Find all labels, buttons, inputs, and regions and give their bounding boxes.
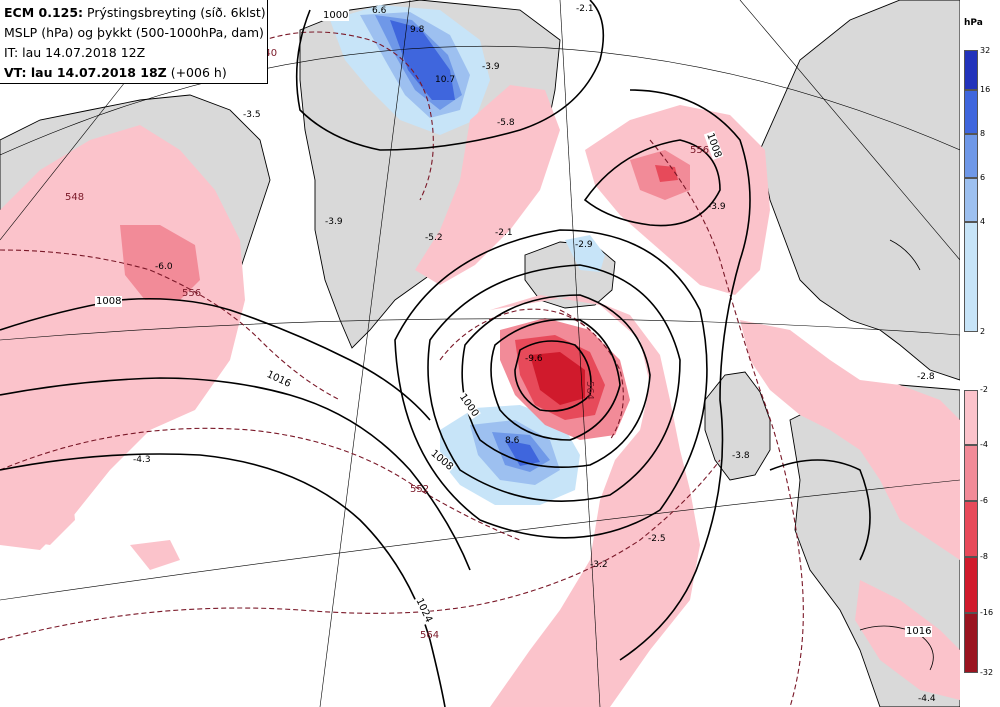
pressure-change-label: -3.9 xyxy=(482,62,500,72)
pressure-change-label: -5.8 xyxy=(497,118,515,128)
pressure-fall-canada xyxy=(0,125,245,550)
pressure-change-label: -2.1 xyxy=(495,228,513,238)
pressure-change-label: -4.3 xyxy=(133,455,151,465)
thickness-label: 556 xyxy=(690,145,710,156)
pressure-change-label: -3.9 xyxy=(708,202,726,212)
pressure-change-label: -6.0 xyxy=(155,262,173,272)
isobar-label: 1000 xyxy=(322,10,350,21)
legend-swatch-neg4 xyxy=(964,445,978,501)
thickness-label: 556 xyxy=(182,288,202,299)
legend-swatch-6 xyxy=(964,178,978,222)
legend-label: -4 xyxy=(980,440,988,449)
model-name: ECM 0.125: xyxy=(4,5,84,20)
thickness-label: 552 xyxy=(410,484,430,495)
pressure-fall-low-center xyxy=(490,295,700,707)
graticule xyxy=(0,0,960,707)
pressure-change-label: -3.2 xyxy=(590,560,608,570)
pressure-change-label: -2.9 xyxy=(575,240,593,250)
map-canvas xyxy=(0,0,960,707)
legend-swatch-neg6 xyxy=(964,501,978,557)
legend-swatch-8 xyxy=(964,134,978,178)
pressure-change-label: -2.5 xyxy=(648,534,666,544)
legend-label: 8 xyxy=(980,129,986,138)
pressure-change-label: -3.8 xyxy=(732,451,750,461)
thickness-label: 564 xyxy=(584,380,596,401)
title-line-init-time: IT: lau 14.07.2018 12Z xyxy=(4,45,146,60)
isobars xyxy=(0,0,871,707)
pressure-fall-europe xyxy=(740,320,960,560)
land-british-isles xyxy=(704,371,771,481)
legend-label: 6 xyxy=(980,173,986,182)
thickness-label: 548 xyxy=(65,192,85,203)
pressure-fall-greenland-east xyxy=(415,85,560,285)
thickness-label: 564 xyxy=(420,630,440,641)
legend-label: -6 xyxy=(980,496,988,505)
legend-label: -32 xyxy=(980,668,994,677)
pressure-change-label: -4.4 xyxy=(918,694,936,704)
forecast-hour: (+006 h) xyxy=(166,65,227,80)
title-line-model: ECM 0.125: Prýstingsbreyting (síð. 6klst… xyxy=(4,3,266,23)
valid-time: VT: lau 14.07.2018 18Z xyxy=(4,65,167,80)
title-line-valid-time: VT: lau 14.07.2018 18Z (+006 h) xyxy=(4,63,263,83)
pressure-change-label: -5.2 xyxy=(425,233,443,243)
thickness-contours xyxy=(0,31,804,707)
map-title-box: ECM 0.125: Prýstingsbreyting (síð. 6klst… xyxy=(0,0,268,84)
pressure-change-label: 8.6 xyxy=(505,436,520,446)
legend-swatch-32 xyxy=(964,50,978,90)
legend-swatch-16 xyxy=(964,90,978,134)
legend-label: -8 xyxy=(980,552,988,561)
legend-label: 16 xyxy=(980,85,991,94)
legend-swatch-4 xyxy=(964,222,978,332)
legend-label: 2 xyxy=(980,327,986,336)
pressure-change-label: -3.9 xyxy=(325,217,343,227)
pressure-rise-areas xyxy=(330,5,605,505)
legend-swatch-neg2 xyxy=(964,390,978,445)
pressure-change-label: 9.8 xyxy=(410,25,425,35)
pressure-change-label: -9.6 xyxy=(525,354,543,364)
legend-unit: hPa xyxy=(964,18,983,28)
pressure-change-label: 10.7 xyxy=(435,75,456,85)
legend-label: -16 xyxy=(980,608,994,617)
title-line-fields: MSLP (hPa) og þykkt (500-1000hPa, dam) xyxy=(4,25,264,40)
pressure-change-label: 6.6 xyxy=(372,6,387,16)
isobar-label: 1016 xyxy=(905,626,933,637)
legend-label: 32 xyxy=(980,46,991,55)
pressure-change-label: -2.1 xyxy=(576,4,594,14)
pressure-change-label: -3.5 xyxy=(243,110,261,120)
pressure-fall-norwegian-sea xyxy=(585,105,770,295)
land-scandinavia xyxy=(759,0,960,381)
pressure-fall-areas xyxy=(0,85,960,707)
legend-label: -2 xyxy=(980,385,988,394)
pressure-change-label: -2.8 xyxy=(917,372,935,382)
isobar-label: 1008 xyxy=(95,296,123,307)
legend-label: 4 xyxy=(980,217,986,226)
legend-swatch-neg16 xyxy=(964,613,978,673)
color-legend: hPa 32 16 8 6 4 2 -2 -4 -6 -8 -16 -32 xyxy=(960,0,1000,707)
field-name: Prýstingsbreyting (síð. 6klst) xyxy=(83,5,266,20)
legend-swatch-neg8 xyxy=(964,557,978,613)
